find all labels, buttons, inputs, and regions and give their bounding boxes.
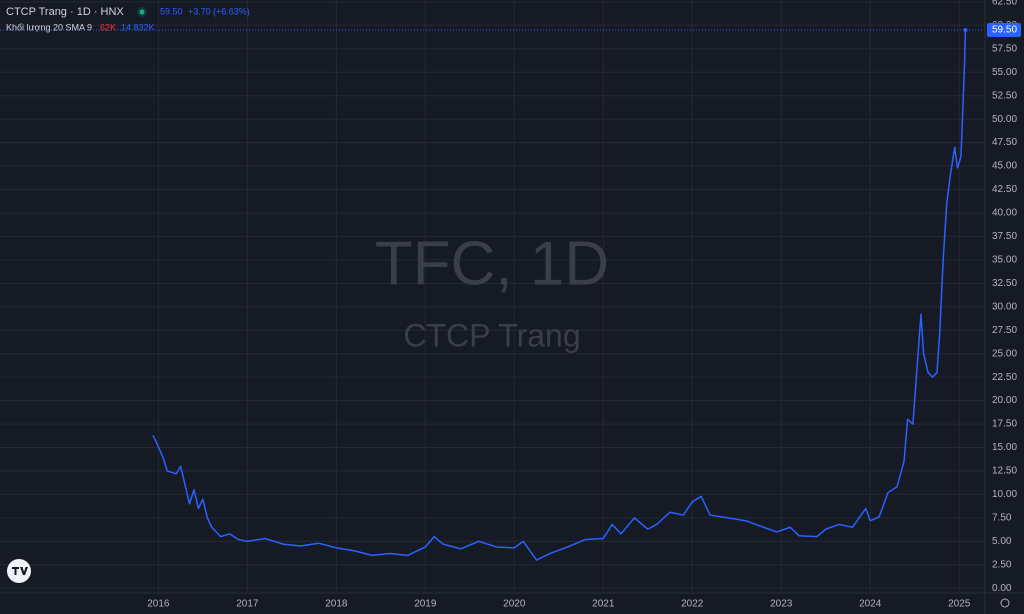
x-tick-label: 2020 xyxy=(503,599,526,610)
y-tick-label: 57.50 xyxy=(992,43,1017,54)
y-tick-label: 40.00 xyxy=(992,208,1017,219)
y-tick-label: 7.50 xyxy=(992,513,1012,524)
y-tick-label: 15.00 xyxy=(992,442,1017,453)
x-tick-label: 2022 xyxy=(681,599,704,610)
y-tick-label: 50.00 xyxy=(992,114,1017,125)
x-tick-label: 2017 xyxy=(236,599,259,610)
watermark: TFC, 1D xyxy=(375,229,609,298)
y-tick-label: 2.50 xyxy=(992,559,1012,570)
y-tick-label: 42.50 xyxy=(992,184,1017,195)
market-status-dot xyxy=(139,9,145,15)
volume-last: 62K xyxy=(100,22,116,32)
logo-mark xyxy=(12,567,28,575)
tv-logo[interactable] xyxy=(7,559,31,583)
price-line xyxy=(152,30,967,561)
x-tick-label: 2025 xyxy=(948,599,971,610)
last-price: 59.50 xyxy=(160,6,183,16)
y-tick-label: 12.50 xyxy=(992,466,1017,477)
x-tick-label: 2023 xyxy=(770,599,793,610)
x-tick-label: 2018 xyxy=(325,599,348,610)
settings-icon[interactable] xyxy=(1000,598,1010,608)
x-tick-label: 2024 xyxy=(859,599,882,610)
y-tick-label: 62.50 xyxy=(992,0,1017,8)
y-tick-label: 52.50 xyxy=(992,90,1017,101)
symbol-title[interactable]: CTCP Trang · 1D · HNX xyxy=(6,6,124,18)
y-tick-label: 35.00 xyxy=(992,255,1017,266)
last-price-axis-label: 59.50 xyxy=(992,25,1017,36)
y-tick-label: 37.50 xyxy=(992,231,1017,242)
y-tick-label: 47.50 xyxy=(992,137,1017,148)
x-tick-label: 2019 xyxy=(414,599,437,610)
axes: 0.00 2.50 5.00 7.50 10.00 12.50 15.00 17.50 20.0… xyxy=(147,0,1021,610)
logo-circle[interactable] xyxy=(7,559,31,583)
last-price-box xyxy=(987,23,1021,38)
plot xyxy=(0,28,985,561)
y-tick-label: 17.50 xyxy=(992,419,1017,430)
grid xyxy=(0,0,985,592)
watermark-subtitle: CTCP Trang xyxy=(403,317,580,353)
price-change: +3.70 xyxy=(188,6,211,16)
last-price-dot xyxy=(963,28,968,33)
y-tick-label: 32.50 xyxy=(992,278,1017,289)
y-tick-label: 45.00 xyxy=(992,161,1017,172)
y-tick-label: 22.50 xyxy=(992,372,1017,383)
y-tick-label: 30.00 xyxy=(992,301,1017,312)
price-change-pct: (+6.63%) xyxy=(213,6,250,16)
y-tick-label: 10.00 xyxy=(992,489,1017,500)
x-tick-label: 2021 xyxy=(592,599,615,610)
y-tick-label: 20.00 xyxy=(992,395,1017,406)
volume-sma: 14.832K xyxy=(121,22,155,32)
y-tick-label: 27.50 xyxy=(992,325,1017,336)
y-tick-label: 25.00 xyxy=(992,348,1017,359)
x-tick-label: 2016 xyxy=(147,599,170,610)
volume-legend[interactable]: Khối lượng 20 SMA 9 xyxy=(6,22,92,32)
y-tick-label: 0.00 xyxy=(992,583,1012,594)
y-tick-label: 55.00 xyxy=(992,67,1017,78)
y-tick-label: 5.00 xyxy=(992,536,1012,547)
